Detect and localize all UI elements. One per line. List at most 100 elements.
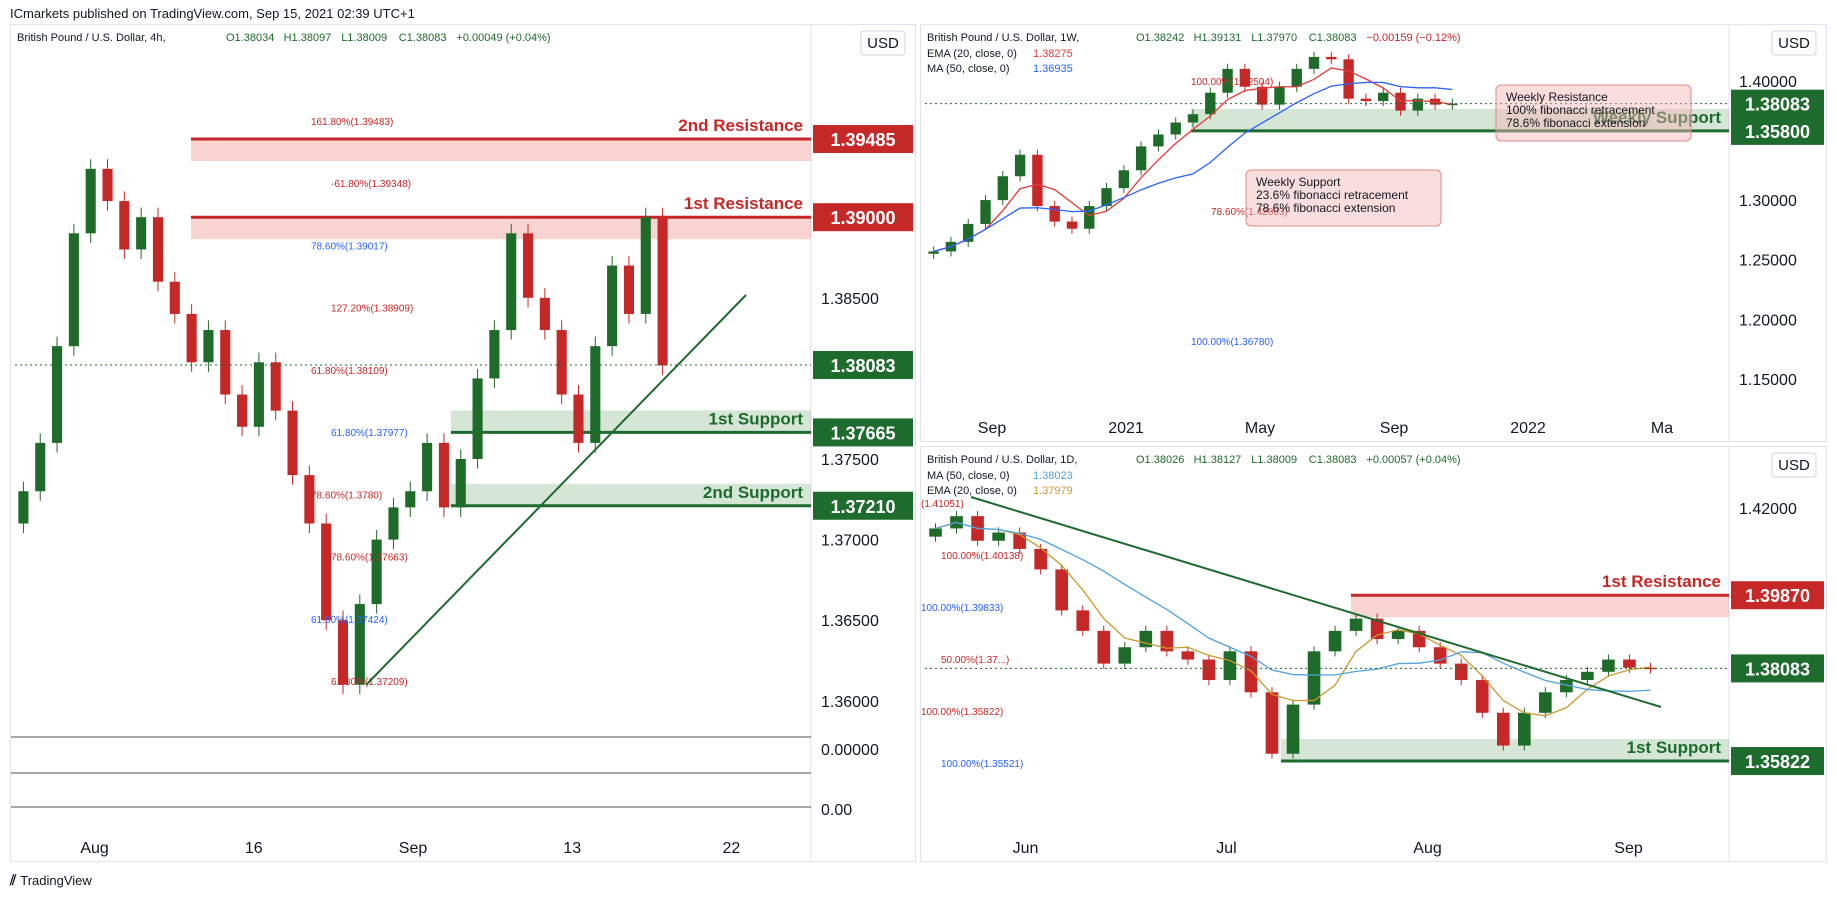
candle-body	[1097, 630, 1111, 664]
candle-body	[1391, 630, 1405, 640]
level-price-tag	[813, 203, 913, 232]
candle-body	[980, 200, 991, 224]
candle-body	[152, 217, 164, 282]
level-name: 1st Resistance	[684, 194, 803, 213]
candle-body	[1135, 146, 1147, 171]
candle-body	[929, 528, 942, 537]
last-price-label: 1.38083	[1745, 659, 1810, 679]
candle-body	[556, 330, 567, 395]
candle-body	[1202, 659, 1216, 681]
x-tick-label: 2021	[1108, 420, 1144, 437]
candle-body	[963, 223, 974, 242]
candle-body	[1433, 647, 1447, 664]
level-zone-resistance	[191, 139, 811, 162]
candle-body	[1032, 154, 1043, 207]
candle-body	[1239, 68, 1251, 87]
candle-body	[1244, 651, 1258, 693]
candle-body	[1291, 68, 1302, 87]
ohlc-value: H1.38127	[1194, 454, 1242, 466]
candle-body	[992, 532, 1005, 541]
indicator-label: EMA (20, close, 0)	[927, 485, 1017, 497]
candle-body	[1326, 56, 1337, 60]
candle-body	[1076, 610, 1090, 631]
candle-body	[388, 507, 399, 540]
candle-body	[1360, 98, 1372, 102]
y-tick-label: 1.36500	[821, 613, 879, 630]
currency-label: USD	[1778, 35, 1810, 52]
last-price-tag	[1731, 654, 1824, 683]
candle-body	[522, 233, 534, 298]
ohlc-value: +0.00057 (+0.04%)	[1366, 454, 1460, 466]
chart-daily: British Pound / U.S. Dollar, 1D, O1.38026…	[921, 447, 1824, 861]
note-line: Weekly Resistance	[1506, 90, 1608, 104]
candle-body	[237, 394, 248, 427]
candle-body	[1623, 659, 1636, 668]
fib-label: 78.60%(1.39017)	[311, 241, 388, 252]
note-line: 100% fibonacci retracement	[1506, 103, 1655, 117]
candle-body	[422, 442, 433, 492]
indicator-value: 1.38275	[1033, 48, 1073, 60]
level-name: Weekly Support	[1593, 108, 1721, 127]
ema-20-line	[935, 521, 1651, 717]
x-tick-label: 2022	[1510, 420, 1546, 437]
chart-panel-daily[interactable]: British Pound / U.S. Dollar, 1D, O1.38026…	[920, 446, 1827, 862]
candle-body	[1581, 671, 1594, 681]
candle-body	[102, 168, 113, 202]
candle-body	[607, 265, 618, 347]
candle-body	[1049, 206, 1060, 222]
level-name: 1st Resistance	[1602, 572, 1721, 591]
indicator-label: EMA (20, close, 0)	[927, 48, 1017, 60]
level-price-tag	[813, 491, 913, 520]
publisher-line: ICmarkets published on TradingView.com, …	[10, 6, 415, 21]
currency-label: USD	[1778, 457, 1810, 474]
level-name: 2nd Support	[703, 483, 803, 502]
x-tick-label: Aug	[80, 840, 108, 857]
candle-body	[136, 217, 147, 250]
fib-label: 100.00%(1.35822)	[921, 707, 1003, 718]
candle-body	[1454, 663, 1468, 681]
x-tick-label: Sep	[1614, 840, 1643, 857]
candle-body	[657, 217, 668, 366]
candle-body	[1343, 59, 1354, 99]
fib-label: 161.80%(1.39483)	[311, 117, 393, 128]
candle-body	[1349, 618, 1363, 631]
currency-label: USD	[867, 35, 899, 52]
candle-body	[1153, 134, 1164, 147]
candle-body	[203, 330, 214, 363]
candle-body	[1412, 98, 1423, 111]
candle-body	[640, 217, 651, 314]
candle-body	[1518, 712, 1531, 746]
candle-body	[573, 394, 584, 443]
candle-body	[253, 362, 264, 427]
ohlc-value: O1.38034	[226, 32, 274, 44]
chart-panel-4h[interactable]: British Pound / U.S. Dollar, 4h, O1.38034…	[10, 24, 916, 862]
fib-label: 100.00%(1.35521)	[941, 759, 1023, 770]
candle-body	[1181, 651, 1195, 660]
candle-body	[623, 265, 634, 314]
note-line: Weekly Support	[1256, 175, 1341, 189]
level-price: 1.37210	[830, 497, 895, 517]
level-name: 1st Support	[709, 409, 804, 428]
level-price: 1.35800	[1745, 122, 1810, 142]
x-tick-label: 22	[723, 840, 741, 857]
level-zone-support	[451, 483, 811, 506]
candle-body	[220, 330, 231, 395]
level-name: 2nd Resistance	[678, 116, 803, 135]
chart-panel-weekly[interactable]: British Pound / U.S. Dollar, 1W, O1.38242…	[920, 24, 1827, 442]
level-price-tag	[1731, 581, 1824, 610]
level-price-tag	[1731, 116, 1824, 145]
y-tick-label: 1.30000	[1739, 193, 1797, 210]
x-tick-label: 13	[563, 840, 581, 857]
candle-body	[52, 346, 63, 443]
candle-body	[18, 491, 29, 524]
y-tick-label: 1.20000	[1739, 312, 1797, 329]
ohlc-value: C1.38083	[1309, 32, 1357, 44]
candle-body	[1222, 68, 1233, 93]
candle-body	[1034, 548, 1047, 570]
level-name: 1st Support	[1627, 738, 1722, 757]
candle-body	[1055, 569, 1068, 611]
candle-body	[1256, 86, 1268, 105]
candle-body	[1101, 188, 1112, 207]
candle-body	[1447, 103, 1458, 106]
ohlc-value: H1.38097	[284, 32, 332, 44]
